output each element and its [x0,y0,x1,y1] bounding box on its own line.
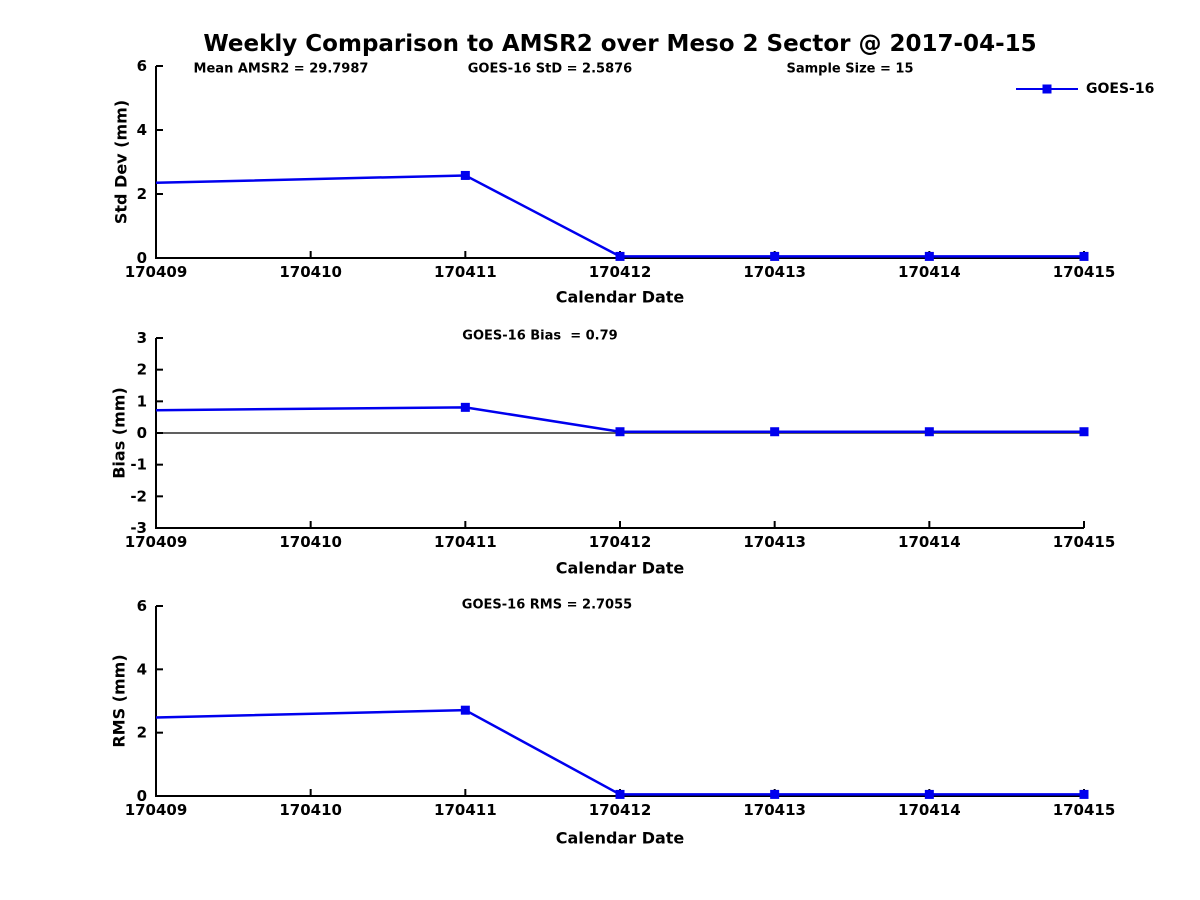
x-tick-label: 170411 [434,263,497,281]
data-marker-goes-16 [770,789,780,799]
data-marker-goes-16 [1079,427,1089,437]
data-line-goes-16 [155,174,1084,258]
annotation-goes16-std: GOES-16 StD = 2.5876 [467,61,633,77]
x-tick-label: 170412 [589,801,652,819]
ylabel-bias: Bias (mm) [109,387,129,479]
ylabel-std-dev: Std Dev (mm) [111,99,131,225]
x-tick-label: 170414 [898,263,961,281]
y-tick-label: 4 [137,660,147,678]
subplot-std-dev: 170409 170410 170411 170412 170413 170414 1704… [125,57,1116,281]
x-tick-label: 170413 [743,801,806,819]
y-tick-label: 2 [137,724,147,742]
x-tick-label: 170410 [279,533,342,551]
data-marker-goes-16 [924,427,934,437]
x-tick-label: 170409 [125,533,188,551]
data-line-goes-16 [155,406,1084,433]
x-tick-label: 170414 [898,801,961,819]
data-marker-goes-16 [460,705,470,715]
legend: GOES-16 [1016,80,1154,97]
x-tick-label: 170413 [743,533,806,551]
data-marker-goes-16 [770,427,780,437]
data-marker-goes-16 [924,251,934,261]
x-tick-label: 170410 [279,801,342,819]
y-tick-label: 1 [137,392,147,410]
legend-marker [1042,84,1052,93]
x-tick-label: 170410 [279,263,342,281]
y-tick-label: 6 [137,597,147,615]
legend-line-sample [1016,84,1078,93]
annotation-goes16-rms: GOES-16 RMS = 2.7055 [461,597,633,613]
x-tick-label: 170413 [743,263,806,281]
data-marker-goes-16 [1079,789,1089,799]
data-marker-goes-16 [770,251,780,261]
x-tick-label: 170411 [434,533,497,551]
data-marker-goes-16 [615,427,625,437]
data-marker-goes-16 [1079,251,1089,261]
x-tick-label: 170411 [434,801,497,819]
annotation-sample-size: Sample Size = 15 [786,61,914,77]
data-line-goes-16 [155,708,1084,796]
xlabel-calendar-date-top: Calendar Date [555,287,685,307]
annotation-goes16-bias: GOES-16 Bias = 0.79 [462,328,618,344]
y-tick-label: 3 [137,329,147,347]
data-marker-goes-16 [460,170,470,180]
data-marker-goes-16 [615,251,625,261]
y-tick-label: -1 [130,456,147,474]
y-tick-label: 0 [137,424,147,442]
data-marker-goes-16 [460,402,470,412]
x-tick-label: 170415 [1053,533,1116,551]
ylabel-rms: RMS (mm) [109,654,129,748]
x-tick-label: 170409 [125,263,188,281]
subplot-bias: 170409 170410 170411 170412 170413 170414 1704… [125,329,1116,551]
y-tick-label: 2 [137,185,147,203]
figure-title: Weekly Comparison to AMSR2 over Meso 2 S… [203,31,1037,57]
x-tick-label: 170412 [589,263,652,281]
annotation-mean-amsr2: Mean AMSR2 = 29.7987 [193,61,369,77]
data-marker-goes-16 [615,789,625,799]
legend-label: GOES-16 [1086,80,1155,97]
y-tick-label: 2 [137,361,147,379]
y-tick-label: 0 [137,787,147,805]
x-tick-label: 170412 [589,533,652,551]
x-tick-label: 170415 [1053,801,1116,819]
y-tick-label: 4 [137,121,147,139]
xlabel-calendar-date-middle: Calendar Date [555,558,685,578]
xlabel-calendar-date-bottom: Calendar Date [555,828,685,848]
data-marker-goes-16 [924,789,934,799]
y-tick-label: -2 [130,487,147,505]
x-tick-label: 170414 [898,533,961,551]
y-tick-label: -3 [130,519,147,537]
y-tick-label: 6 [137,57,147,75]
subplot-rms: 170409 170410 170411 170412 170413 170414 1704… [125,597,1116,819]
x-tick-label: 170409 [125,801,188,819]
y-tick-label: 0 [137,249,147,267]
x-tick-label: 170415 [1053,263,1116,281]
